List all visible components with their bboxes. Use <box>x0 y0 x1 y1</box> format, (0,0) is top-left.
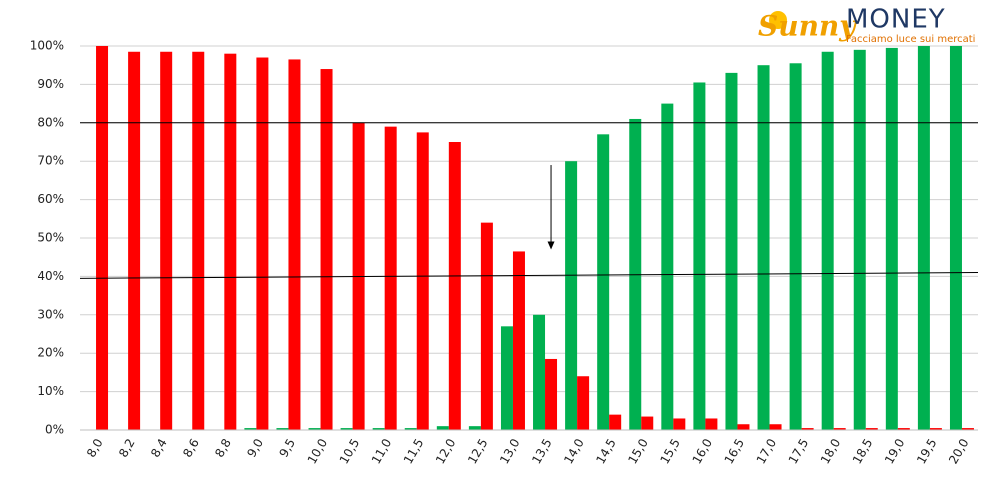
bar <box>468 426 481 430</box>
bar <box>961 428 974 430</box>
reference-line <box>79 272 979 279</box>
bar <box>416 132 429 430</box>
bar <box>256 57 269 431</box>
x-tick-label: 13,0 <box>497 436 522 466</box>
x-tick-label: 19,0 <box>882 436 907 466</box>
bar <box>641 416 654 430</box>
y-tick-label: 80% <box>37 115 64 129</box>
bar <box>801 428 814 430</box>
bar <box>436 426 449 430</box>
y-tick-label: 30% <box>37 307 64 321</box>
logo-sun <box>769 11 787 29</box>
x-tick-label: 9,5 <box>276 436 298 460</box>
y-tick-label: 90% <box>37 77 64 91</box>
y-tick-label: 40% <box>37 269 64 283</box>
logo-name: MONEY <box>846 5 946 35</box>
x-tick-label: 15,0 <box>625 436 650 466</box>
x-tick-label: 10,0 <box>305 436 330 466</box>
bar <box>565 161 578 430</box>
x-tick-label: 12,5 <box>465 436 490 466</box>
bar <box>705 418 718 430</box>
bar <box>865 428 878 430</box>
x-tick-label: 8,6 <box>180 436 202 460</box>
bar <box>128 51 141 430</box>
x-tick-label: 17,5 <box>786 436 811 466</box>
bar <box>372 428 385 430</box>
bar <box>96 46 109 430</box>
bar <box>833 428 846 430</box>
bar <box>480 222 493 430</box>
bar <box>448 142 461 430</box>
bar <box>769 424 782 430</box>
bar <box>597 134 610 430</box>
x-tick-label: 16,5 <box>722 436 747 466</box>
y-tick-label: 20% <box>37 346 64 360</box>
x-tick-label: 18,5 <box>850 436 875 466</box>
bar <box>949 46 962 430</box>
bar <box>693 82 706 430</box>
bar <box>929 428 942 430</box>
x-tick-label: 14,0 <box>561 436 586 466</box>
bar <box>673 418 686 430</box>
bar <box>288 59 301 430</box>
x-tick-label: 14,5 <box>593 436 618 466</box>
bar <box>737 424 750 430</box>
x-tick-label: 13,5 <box>529 436 554 466</box>
y-tick-label: 60% <box>37 192 64 206</box>
bar <box>384 126 397 430</box>
bar <box>308 428 321 430</box>
x-tick-label: 12,0 <box>433 436 458 466</box>
bar <box>661 103 674 430</box>
bar <box>512 251 525 430</box>
bar <box>885 47 898 431</box>
y-tick-label: 70% <box>37 154 64 168</box>
bar <box>853 49 866 431</box>
bar <box>340 428 353 430</box>
y-tick-label: 100% <box>30 39 64 53</box>
logo-brand: Sunny <box>758 10 857 43</box>
bar <box>160 51 173 430</box>
bar <box>276 428 289 430</box>
x-tick-label: 11,5 <box>401 436 426 466</box>
bar <box>917 46 930 430</box>
x-tick-label: 8,4 <box>148 436 170 460</box>
bar <box>320 69 333 430</box>
x-tick-label: 15,5 <box>657 436 682 466</box>
bar <box>577 376 590 430</box>
bar <box>500 326 513 430</box>
x-tick-label: 17,0 <box>754 436 779 466</box>
bar <box>533 314 546 430</box>
arrow-head <box>547 241 555 250</box>
x-tick-label: 8,0 <box>84 436 106 460</box>
x-tick-label: 20,0 <box>946 436 971 466</box>
y-tick-label: 50% <box>37 231 64 245</box>
x-tick-label: 19,5 <box>914 436 939 466</box>
x-tick-label: 16,0 <box>690 436 715 466</box>
bar <box>609 414 622 430</box>
bar <box>224 53 237 431</box>
bar <box>404 428 417 430</box>
bar <box>897 428 910 430</box>
x-tick-label: 9,0 <box>244 436 266 460</box>
x-tick-label: 18,0 <box>818 436 843 466</box>
bar <box>821 51 834 430</box>
x-tick-label: 11,0 <box>369 436 394 466</box>
y-tick-label: 0% <box>45 423 64 437</box>
bar <box>757 65 770 430</box>
bar <box>789 63 802 430</box>
logo-tagline: Facciamo luce sui mercati <box>846 34 975 45</box>
x-tick-label: 10,5 <box>337 436 362 466</box>
bar <box>545 358 558 430</box>
bar <box>192 51 205 430</box>
y-tick-label: 10% <box>37 384 64 398</box>
bar <box>244 428 257 430</box>
x-tick-label: 8,8 <box>212 436 234 460</box>
x-tick-label: 8,2 <box>116 436 138 460</box>
logo: Sunny MONEY Facciamo luce sui mercati <box>758 5 975 46</box>
bar <box>725 72 738 430</box>
